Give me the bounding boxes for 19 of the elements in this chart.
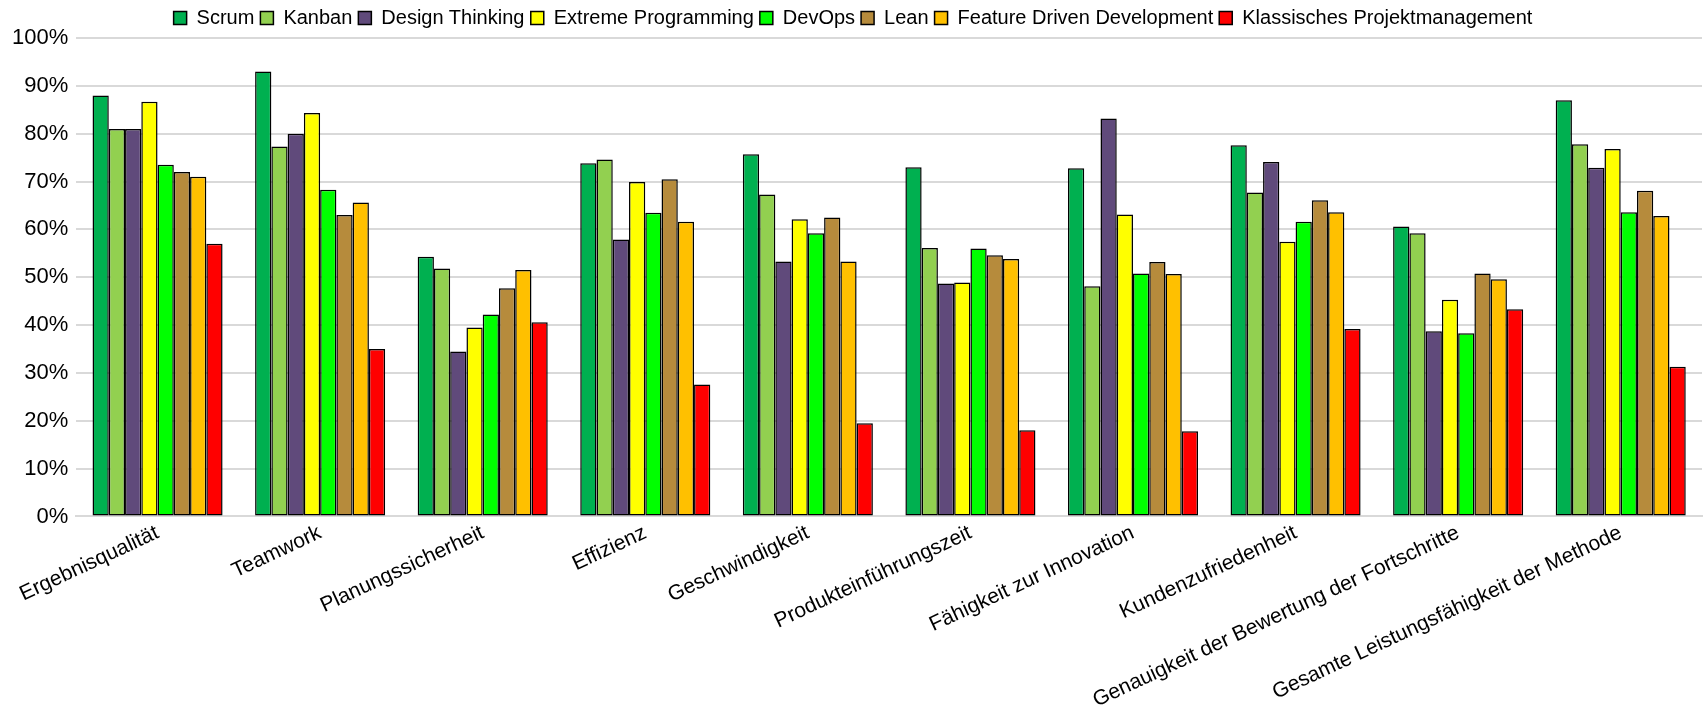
legend-label: Feature Driven Development xyxy=(957,5,1214,28)
legend-label: DevOps xyxy=(782,5,856,28)
y-tick-label: 10% xyxy=(24,454,69,480)
y-tick-label: 50% xyxy=(24,263,69,289)
y-tick-label: 40% xyxy=(24,311,69,337)
y-tick-label: 0% xyxy=(36,502,69,528)
y-tick-label: 20% xyxy=(24,406,69,432)
legend-label: Kanban xyxy=(283,5,353,28)
y-tick-label: 80% xyxy=(24,119,69,145)
legend-label: Design Thinking xyxy=(381,5,525,28)
legend-label: Extreme Programming xyxy=(553,5,754,28)
legend-label: Scrum xyxy=(196,5,255,28)
y-tick-label: 60% xyxy=(24,215,69,241)
y-tick-label: 100% xyxy=(11,24,69,50)
y-tick-label: 90% xyxy=(24,71,69,97)
legend-label: Klassisches Projektmanagement xyxy=(1242,5,1533,28)
y-tick-label: 30% xyxy=(24,358,69,384)
legend-label: Lean xyxy=(884,5,929,28)
y-tick-label: 70% xyxy=(24,167,69,193)
